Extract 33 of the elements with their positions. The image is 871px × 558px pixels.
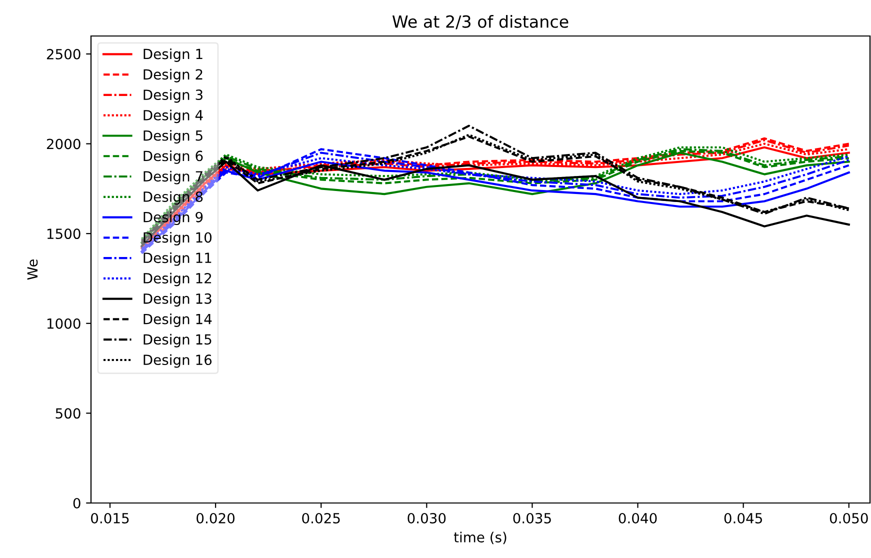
legend-label: Design 8 xyxy=(144,191,203,205)
x-axis-title: time (s) xyxy=(454,532,506,544)
chart-title: We at 2/3 of distance xyxy=(392,15,568,30)
legend-label: Design 15 xyxy=(144,334,212,348)
x-tick-label: 0.015 xyxy=(91,512,129,524)
y-axis-title: We xyxy=(27,260,38,280)
legend-label: Design 3 xyxy=(144,89,202,103)
legend-label: Design 12 xyxy=(144,272,212,286)
legend-label: Design 9 xyxy=(144,212,203,226)
y-tick-label: 1000 xyxy=(47,318,80,329)
x-tick-label: 0.020 xyxy=(196,512,235,524)
y-tick-label: 500 xyxy=(56,408,80,419)
x-tick-label: 0.050 xyxy=(830,512,868,524)
legend-label: Design 14 xyxy=(144,314,212,327)
y-tick-label: 2000 xyxy=(46,138,80,150)
legend-label: Design 13 xyxy=(144,293,212,307)
x-tick-label: 0.040 xyxy=(618,512,657,524)
legend-label: Design 1 xyxy=(144,48,202,62)
legend-label: Design 5 xyxy=(144,130,202,144)
legend-label: Design 11 xyxy=(144,252,212,266)
x-tick-label: 0.035 xyxy=(513,512,551,524)
legend-label: Design 6 xyxy=(144,150,203,164)
legend-label: Design 16 xyxy=(144,354,212,368)
x-tick-label: 0.045 xyxy=(724,512,762,524)
x-tick-label: 0.025 xyxy=(302,512,340,524)
y-tick-label: 2500 xyxy=(46,48,80,60)
legend-label: Design 7 xyxy=(144,170,202,184)
legend-label: Design 4 xyxy=(144,110,203,124)
legend-label: Design 10 xyxy=(144,232,212,246)
y-tick-label: 0 xyxy=(73,498,80,508)
x-tick-label: 0.030 xyxy=(408,512,446,524)
legend-label: Design 2 xyxy=(144,68,202,82)
y-tick-label: 1500 xyxy=(47,228,80,240)
